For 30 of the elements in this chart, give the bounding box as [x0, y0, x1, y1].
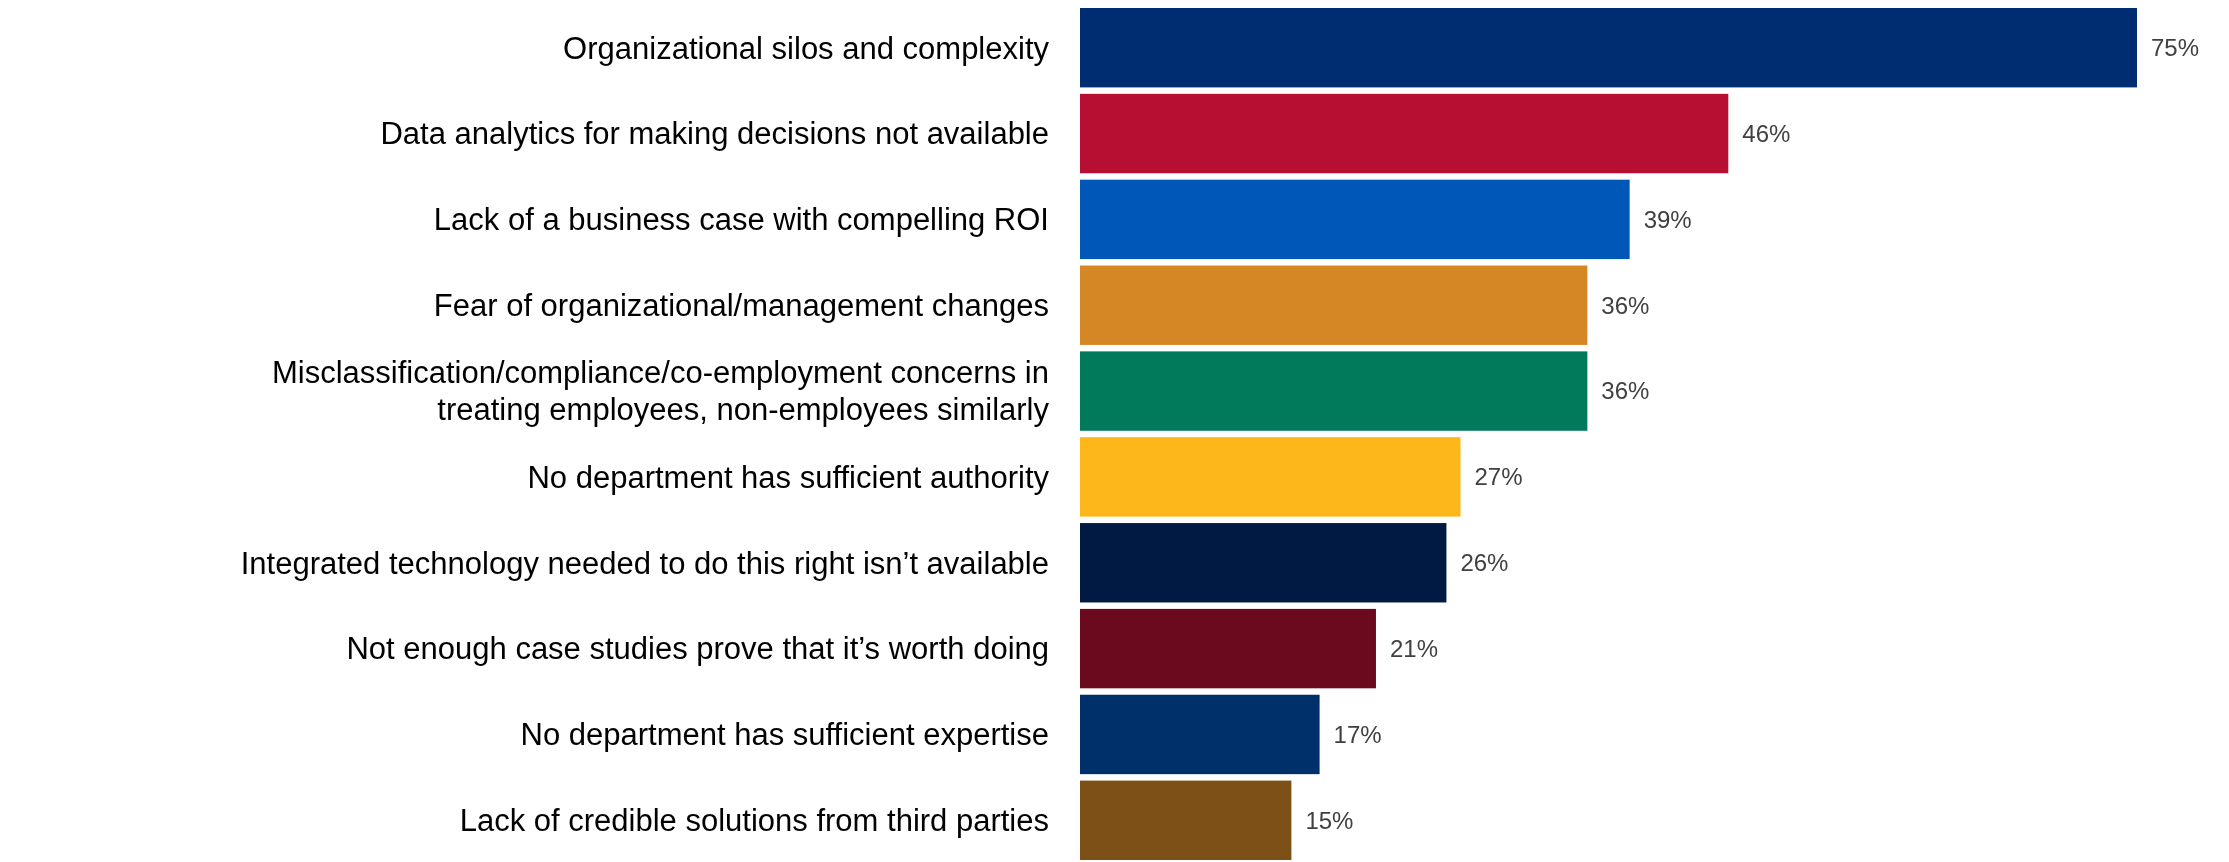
y-tick-label: Misclassification/compliance/co-employment concerns in treating employees, non-employees similarly — [271, 355, 1050, 428]
y-tick-label: No department has sufficient expertise — [520, 717, 1049, 753]
bar — [1080, 780, 1292, 860]
data-label: 36% — [1601, 377, 1650, 405]
bar — [1080, 8, 2137, 88]
y-tick-label: No department has sufficient authority — [527, 459, 1050, 495]
bar — [1080, 437, 1461, 517]
y-tick-label: Lack of credible solutions from third parties — [459, 803, 1049, 839]
data-label: 21% — [1389, 635, 1439, 663]
y-tick-label: Not enough case studies prove that it’s worth doing — [346, 631, 1049, 667]
y-tick-label: Organizational silos and complexity — [563, 30, 1050, 66]
data-label: 75% — [2151, 34, 2200, 62]
bar — [1080, 93, 1729, 174]
bar — [1080, 523, 1447, 603]
y-tick-label: Data analytics for making decisions not available — [380, 116, 1049, 152]
y-tick-label: Fear of organizational/management changes — [433, 288, 1049, 324]
bar — [1080, 179, 1630, 260]
data-label: 17% — [1333, 720, 1382, 748]
data-label: 46% — [1742, 119, 1791, 147]
data-label: 39% — [1643, 205, 1692, 233]
bar — [1080, 608, 1376, 689]
bar — [1080, 351, 1588, 431]
bar — [1080, 694, 1320, 775]
data-label: 27% — [1474, 463, 1523, 491]
bar — [1080, 265, 1588, 345]
y-tick-label: Integrated technology needed to do this right isn’t available — [240, 545, 1049, 581]
data-label: 36% — [1601, 291, 1650, 319]
data-label: 15% — [1305, 806, 1354, 834]
y-tick-label: Lack of a business case with compelling ROI — [433, 202, 1049, 238]
data-label: 26% — [1460, 549, 1509, 577]
